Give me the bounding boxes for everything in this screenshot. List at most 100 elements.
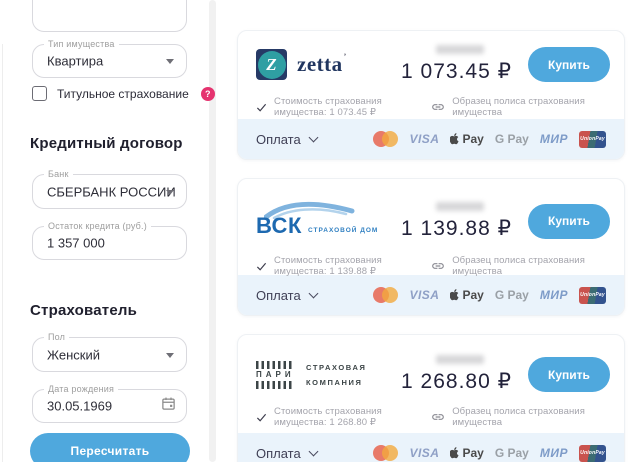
mir-icon: МИР <box>539 132 568 146</box>
visa-icon: VISA <box>409 132 440 146</box>
payment-methods: VISA Pay G Pay МИР UnionPay <box>373 444 606 462</box>
visa-icon: VISA <box>409 288 440 302</box>
credit-section-heading: Кредитный договор <box>30 135 183 152</box>
payment-toggle[interactable]: Оплата <box>256 131 319 147</box>
bank-select[interactable]: Банк СБЕРБАНК РОССИИ <box>32 169 187 209</box>
mastercard-icon <box>373 445 399 461</box>
help-icon[interactable]: ? <box>200 86 215 101</box>
pari-logo-subtext: СТРАХОВАЯ КОМПАНИЯ <box>306 362 367 387</box>
unionpay-icon: UnionPay <box>579 130 606 148</box>
zetta-logo-icon: Z <box>256 49 287 80</box>
check-icon <box>256 262 267 271</box>
property-type-label: Тип имущества <box>44 39 119 49</box>
cost-note: Стоимость страхования имущества: 1 139.8… <box>256 255 431 277</box>
title-insurance-row: Титульное страхование ? <box>32 86 215 101</box>
gender-select[interactable]: Пол Женский <box>32 332 187 372</box>
calendar-icon[interactable] <box>161 396 176 416</box>
google-pay-icon: G Pay <box>494 132 529 146</box>
chevron-down-icon <box>166 59 174 64</box>
pari-logo-text: ПАРИ <box>256 369 295 379</box>
zetta-logo-letter: Z <box>257 50 286 79</box>
policy-sample-link[interactable]: Образец полиса страхования имущества <box>431 406 588 428</box>
chevron-down-icon <box>308 132 319 143</box>
title-insurance-checkbox[interactable] <box>32 86 47 101</box>
sidebar-scrollbar[interactable] <box>209 0 216 462</box>
apple-icon <box>450 133 459 145</box>
title-insurance-label: Титульное страхование <box>57 86 189 101</box>
pari-bars-top <box>256 360 294 369</box>
link-icon <box>432 104 445 110</box>
bank-value: СБЕРБАНК РОССИИ <box>47 184 176 199</box>
credit-balance-label: Остаток кредита (руб.) <box>44 221 151 231</box>
mir-icon: МИР <box>539 288 568 302</box>
buy-button[interactable]: Купить <box>528 47 610 82</box>
payment-footer: Оплата VISA Pay G Pay МИР UnionPay <box>238 119 624 159</box>
birth-date-input[interactable]: Дата рождения 30.05.1969 <box>32 384 187 423</box>
property-type-value: Квартира <box>47 53 104 69</box>
buy-button[interactable]: Купить <box>528 203 610 239</box>
chevron-down-icon <box>166 189 174 195</box>
gender-value: Женский <box>47 347 100 362</box>
vsk-logo-subtext: СТРАХОВОЙ ДОМ <box>308 227 379 234</box>
trademark-mark: ’ <box>343 52 347 61</box>
payment-label: Оплата <box>256 131 301 147</box>
payment-footer: Оплата VISA Pay G Pay МИР UnionPay <box>238 275 624 315</box>
birth-date-value: 30.05.1969 <box>47 398 113 414</box>
payment-toggle[interactable]: Оплата <box>256 287 319 303</box>
bank-label: Банк <box>44 169 73 179</box>
birth-date-label: Дата рождения <box>44 384 119 394</box>
offer-price: 1 139.88 ₽ <box>401 216 512 240</box>
offer-price: 1 073.45 ₽ <box>401 60 512 83</box>
mastercard-icon <box>373 131 399 147</box>
check-icon <box>256 413 267 422</box>
pari-logo-icon: ПАРИ <box>256 360 296 389</box>
cost-note: Стоимость страхования имущества: 1 268.8… <box>256 406 431 428</box>
apple-pay-icon: Pay <box>450 132 484 146</box>
mir-icon: МИР <box>539 446 568 460</box>
payment-label: Оплата <box>256 445 301 461</box>
credit-balance-input[interactable]: Остаток кредита (руб.) 1 357 000 <box>32 221 187 260</box>
zetta-logo-text: zetta’ <box>297 52 347 76</box>
check-icon <box>256 103 267 112</box>
vsk-logo-text: ВСК <box>256 213 302 238</box>
vsk-swoosh-icon <box>263 199 356 224</box>
offer-card-pari: ПАРИ СТРАХОВАЯ КОМПАНИЯ 1 268.80 ₽ Купит… <box>237 334 625 462</box>
recalculate-button[interactable]: Пересчитать <box>30 433 190 462</box>
apple-icon <box>450 447 459 459</box>
payment-methods: VISA Pay G Pay МИР UnionPay <box>373 130 606 148</box>
offer-price: 1 268.80 ₽ <box>401 370 512 393</box>
offer-card-vsk: ВСК СТРАХОВОЙ ДОМ 1 139.88 ₽ Купить Стои… <box>237 178 625 316</box>
link-icon <box>432 263 445 269</box>
unionpay-icon: UnionPay <box>579 444 606 462</box>
link-icon <box>432 414 445 420</box>
apple-icon <box>450 289 459 301</box>
price-block: 1 139.88 ₽ <box>401 201 512 241</box>
pari-bars-bottom <box>256 380 294 389</box>
google-pay-icon: G Pay <box>494 288 529 302</box>
payment-footer: Оплата VISA Pay G Pay МИР UnionPay <box>238 433 624 462</box>
chevron-down-icon <box>308 288 319 299</box>
policy-sample-link[interactable]: Образец полиса страхования имущества <box>431 96 588 118</box>
cropped-top-field[interactable] <box>32 0 187 32</box>
pari-logo: ПАРИ СТРАХОВАЯ КОМПАНИЯ <box>256 360 367 389</box>
chevron-down-icon <box>166 352 174 358</box>
apple-pay-icon: Pay <box>450 288 484 302</box>
mastercard-icon <box>373 287 399 303</box>
cost-note: Стоимость страхования имущества: 1 073.4… <box>256 96 431 118</box>
payment-methods: VISA Pay G Pay МИР UnionPay <box>373 286 606 304</box>
unionpay-icon: UnionPay <box>579 286 606 304</box>
insurer-section-heading: Страхователь <box>30 302 138 319</box>
gender-label: Пол <box>44 332 70 342</box>
google-pay-icon: G Pay <box>494 446 529 460</box>
chevron-down-icon <box>308 446 319 457</box>
payment-toggle[interactable]: Оплата <box>256 445 319 461</box>
policy-sample-link[interactable]: Образец полиса страхования имущества <box>431 255 588 277</box>
buy-button[interactable]: Купить <box>528 357 610 392</box>
credit-balance-value: 1 357 000 <box>47 235 105 251</box>
property-type-select[interactable]: Тип имущества Квартира <box>32 39 187 78</box>
apple-pay-icon: Pay <box>450 446 484 460</box>
vsk-logo: ВСК СТРАХОВОЙ ДОМ <box>256 199 401 243</box>
payment-label: Оплата <box>256 287 301 303</box>
blurred-policy-number <box>436 45 484 54</box>
